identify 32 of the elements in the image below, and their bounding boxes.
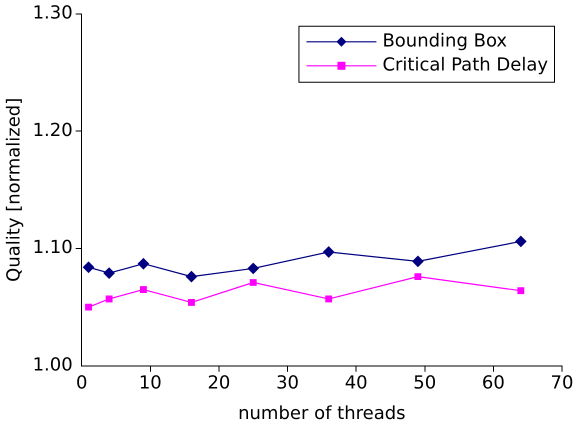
point <box>82 262 94 273</box>
legend-label: Critical Path Delay <box>382 54 548 76</box>
point <box>186 271 198 282</box>
point <box>85 304 92 311</box>
y-tick-label: 1.30 <box>32 2 73 24</box>
point <box>323 246 334 258</box>
y-tick-label: 1.20 <box>32 120 73 141</box>
legend-label: Bounding Box <box>382 30 508 52</box>
point <box>414 273 422 280</box>
point <box>248 262 259 274</box>
point <box>104 268 115 279</box>
x-tick-label: 60 <box>482 372 505 394</box>
x-tick-label: 0 <box>76 372 88 394</box>
x-tick-label: 70 <box>550 372 574 394</box>
point <box>106 295 113 302</box>
point <box>412 256 424 267</box>
point <box>515 236 526 248</box>
x-axis-title: number of threads <box>238 402 406 424</box>
x-tick-label: 30 <box>276 372 299 394</box>
x-tick-label: 40 <box>344 372 368 394</box>
point <box>140 286 147 293</box>
x-tick-label: 50 <box>413 372 436 394</box>
point <box>188 299 195 306</box>
x-tick-label: 10 <box>138 372 162 394</box>
y-tick-label: 1.00 <box>32 354 73 376</box>
y-tick-label: 1.10 <box>32 237 73 258</box>
point <box>325 295 332 302</box>
point <box>138 258 150 270</box>
y-axis-title: Quality [normalized] <box>3 98 24 282</box>
x-tick-label: 20 <box>207 372 230 394</box>
point <box>250 279 257 286</box>
point <box>517 287 524 294</box>
